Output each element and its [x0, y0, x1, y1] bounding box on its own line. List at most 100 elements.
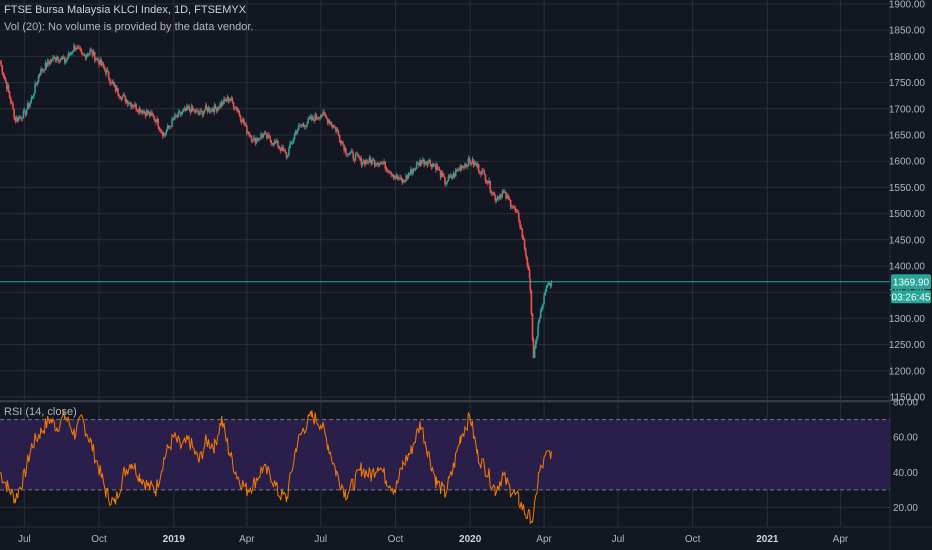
candle-body [362, 160, 365, 163]
price-axis[interactable]: 1900.00 1850.00 1800.00 1750.00 1700.00 1650.… [889, 0, 926, 404]
candle-body [187, 106, 189, 109]
candle-body [373, 159, 376, 165]
candle-body [308, 118, 311, 120]
candle-body [360, 158, 363, 165]
rsi-axis[interactable]: 80.00 60.00 40.00 20.00 [893, 398, 918, 514]
candle-body [285, 155, 288, 158]
candle-body [261, 135, 264, 137]
candle-body [267, 135, 269, 139]
candle-body [545, 287, 548, 292]
candle-body [236, 109, 238, 111]
candle-body [412, 169, 414, 174]
candle-body [444, 177, 446, 185]
candle-body [289, 143, 291, 149]
symbol-title[interactable]: FTSE Bursa Malaysia KLCI Index, 1D, FTSE… [4, 4, 247, 16]
candle-body [135, 103, 137, 110]
candle-body [215, 107, 218, 111]
time-axis[interactable]: Jul Oct 2019 Apr Jul Oct 2020 Apr Jul Oct 2021 Apr [18, 534, 849, 545]
candle-body [394, 176, 397, 179]
candle-body [7, 85, 10, 92]
price-tick-label: 1650.00 [889, 131, 926, 142]
candle-body [314, 114, 317, 121]
candle-body [416, 162, 419, 164]
candle-body [470, 163, 473, 164]
candle-body [451, 177, 454, 179]
candle-body [525, 253, 528, 258]
candle-body [69, 52, 72, 55]
candle-body [395, 175, 398, 179]
candle-body [537, 327, 539, 337]
candle-body [527, 265, 530, 271]
candle-body [127, 103, 130, 105]
candle-body [291, 141, 294, 143]
candle-body [461, 166, 464, 167]
candle-body [240, 119, 243, 122]
candle-body [342, 142, 344, 145]
candle-body [324, 114, 327, 117]
candle-body [323, 112, 325, 115]
candle-body [4, 78, 7, 82]
candle-body [49, 60, 52, 64]
rsi-legend[interactable]: RSI (14, close) [4, 406, 77, 418]
candle-body [205, 105, 208, 108]
candle-body [436, 164, 439, 169]
candle-body [536, 336, 538, 342]
candle-body [451, 175, 453, 178]
candle-body [514, 207, 517, 212]
candle-body [393, 176, 396, 178]
candle-body [200, 110, 203, 112]
candle-body [42, 69, 45, 71]
candle-body [237, 109, 240, 112]
candle-body [19, 116, 21, 118]
candle-body [439, 170, 442, 178]
candle-body [448, 176, 451, 178]
candle-body [208, 107, 211, 112]
candle-body [123, 95, 126, 96]
candle-body [9, 97, 12, 103]
time-tick-label: 2019 [163, 534, 186, 545]
candle-body [62, 57, 65, 59]
candle-body [67, 53, 70, 59]
time-tick-label: Jul [612, 534, 625, 545]
candle-body [453, 173, 456, 177]
candle-body [96, 58, 98, 60]
candle-body [385, 167, 388, 170]
candle-body [506, 195, 509, 199]
candle-body [424, 161, 426, 165]
candle-body [338, 134, 341, 141]
candle-body [427, 161, 429, 165]
candle-body [550, 281, 553, 286]
candle-body [111, 81, 113, 84]
candle-body [164, 134, 166, 136]
candle-body [277, 140, 279, 147]
candle-body [64, 62, 66, 63]
candle-body [37, 75, 40, 82]
candle-body [76, 47, 78, 50]
candle-body [521, 228, 524, 238]
candle-body [1, 65, 4, 73]
candle-body [256, 138, 259, 140]
candle-body [425, 161, 428, 163]
candle-body [211, 108, 213, 111]
candle-body [171, 119, 173, 127]
candle-body [115, 87, 118, 92]
candle-body [86, 53, 89, 55]
candle-body [70, 52, 73, 54]
candle-body [382, 163, 384, 164]
candle-body [213, 105, 216, 113]
candle-body [264, 133, 267, 135]
candle-body [530, 290, 533, 314]
candle-body [270, 140, 273, 144]
candle-body [499, 194, 501, 199]
candle-body [542, 304, 544, 308]
candle-body [222, 101, 224, 105]
candle-body [32, 96, 34, 98]
candle-body [396, 175, 399, 179]
candle-body [224, 98, 226, 101]
candle-body [124, 95, 127, 102]
candle-body [268, 135, 270, 137]
candle-body [38, 73, 41, 75]
candle-body [166, 126, 169, 132]
candle-body [212, 108, 214, 111]
